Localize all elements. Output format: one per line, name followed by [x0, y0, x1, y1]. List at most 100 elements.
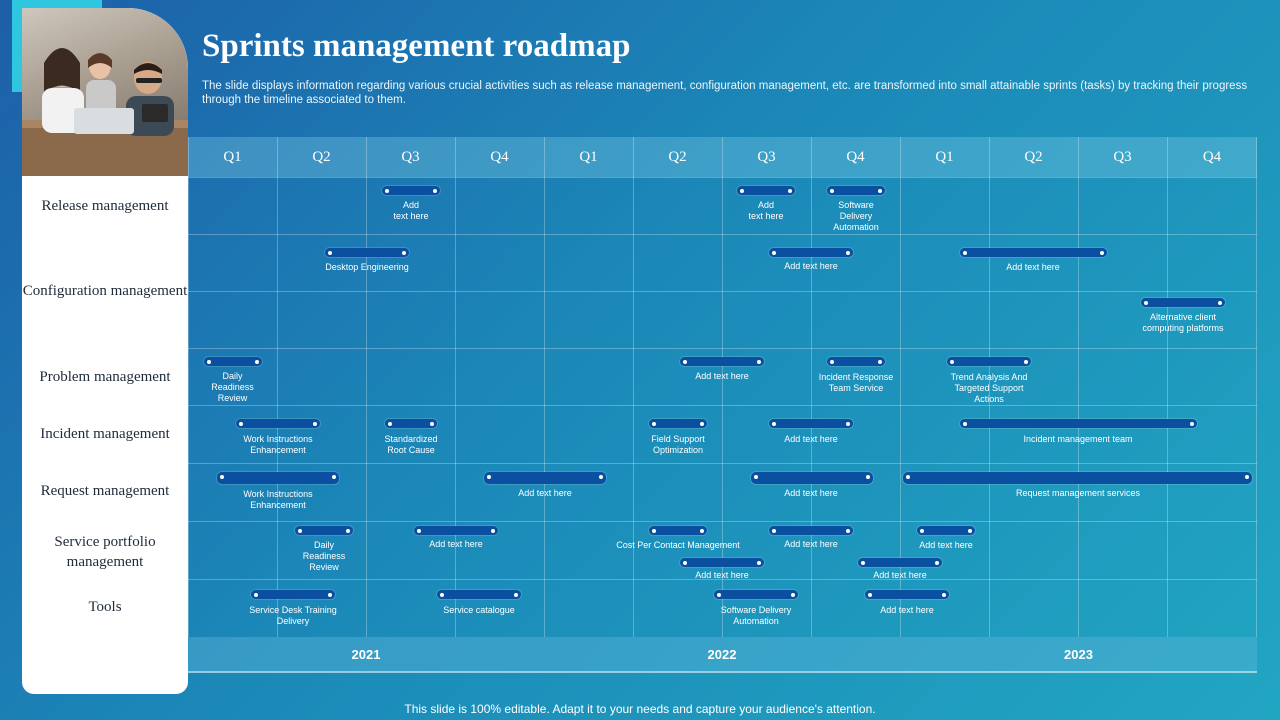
task-label: Add text here [429, 539, 483, 549]
quarter-header: Q1 [900, 137, 989, 177]
row-label-problem: Problem management [39, 368, 171, 385]
task-label: Daily Readiness Review [211, 371, 254, 403]
task-bar [217, 472, 339, 484]
task-label: Service Desk Training Delivery [249, 605, 337, 626]
grid-line [366, 137, 367, 637]
grid-line [188, 521, 1257, 522]
task-label: Add text here [784, 434, 838, 444]
grid-line [188, 137, 189, 637]
task-label: Software Delivery Automation [720, 605, 792, 626]
task-bar [917, 526, 975, 535]
task-bar [769, 419, 853, 428]
task-bar [737, 186, 795, 195]
task-label: Service catalogue [443, 605, 515, 615]
grid-line [188, 234, 1257, 235]
year-divider [188, 671, 1257, 673]
row-label-request: Request management [40, 482, 170, 499]
task-label: Add text here [518, 488, 572, 498]
grid-line [188, 291, 1257, 292]
side-panel: Release management Configuration managem… [22, 8, 188, 694]
grid-line [277, 137, 278, 637]
task-label: Add text here [748, 200, 784, 221]
task-label: Trend Analysis And Targeted Support Acti… [950, 372, 1028, 404]
grid-line [544, 137, 545, 637]
task-bar [204, 357, 262, 366]
task-bar [769, 248, 853, 257]
grid-line [989, 137, 990, 637]
year-label-2023: 2023 [900, 637, 1257, 671]
footer-note: This slide is 100% editable. Adapt it to… [404, 702, 876, 716]
roadmap-grid: Q1 Q2 Q3 Q4 Q1 Q2 Q3 Q4 Q1 Q2 Q3 Q4 2021… [188, 137, 1257, 673]
task-bar [236, 419, 320, 428]
quarter-header: Q2 [277, 137, 366, 177]
row-label-service-portfolio: Service portfolio management [54, 534, 156, 570]
task-label: Add text here [695, 371, 749, 381]
grid-line [722, 137, 723, 637]
grid-line [633, 137, 634, 637]
task-label: Incident management team [1023, 434, 1133, 444]
task-label: Desktop Engineering [325, 262, 409, 272]
quarter-header: Q3 [366, 137, 455, 177]
task-label: Add text here [784, 261, 838, 271]
task-label: Request management services [1015, 488, 1141, 498]
task-bar [903, 472, 1252, 484]
task-bar [649, 526, 707, 535]
task-label: Incident Response Team Service [818, 372, 894, 393]
task-label: Add text here [695, 570, 749, 580]
grid-line [188, 348, 1257, 349]
task-bar [1141, 298, 1225, 307]
row-label-configuration: Configuration management [22, 283, 188, 299]
grid-line [188, 405, 1257, 406]
task-label: Add text here [1006, 262, 1060, 272]
task-label: Add text here [873, 570, 927, 580]
quarter-header: Q4 [1167, 137, 1257, 177]
quarter-header: Q2 [633, 137, 722, 177]
task-label: Field Support Optimization [651, 434, 705, 455]
task-bar [960, 248, 1107, 257]
grid-line [188, 177, 1257, 178]
quarter-header: Q1 [188, 137, 277, 177]
page-title: Sprints management roadmap [202, 28, 631, 64]
task-bar [858, 558, 942, 567]
task-bar [865, 590, 949, 599]
grid-line [1167, 137, 1168, 637]
task-bar [769, 526, 853, 535]
task-label: Daily Readiness Review [302, 540, 346, 572]
task-label: Add text here [393, 200, 429, 221]
task-bar [437, 590, 521, 599]
task-label: Add text here [880, 605, 934, 615]
task-label: Add text here [919, 540, 973, 550]
task-bar [960, 419, 1197, 428]
task-bar [382, 186, 440, 195]
task-bar [680, 558, 764, 567]
quarter-header: Q3 [722, 137, 811, 177]
task-label: Cost Per Contact Management [616, 540, 740, 550]
task-label: Work Instructions Enhancement [243, 434, 313, 455]
task-label: Work Instructions Enhancement [243, 489, 313, 510]
task-bar [827, 357, 885, 366]
quarter-header: Q3 [1078, 137, 1167, 177]
row-label-incident: Incident management [40, 425, 170, 442]
task-label: Standardized Root Cause [384, 434, 438, 455]
grid-line [188, 463, 1257, 464]
task-bar [385, 419, 437, 428]
task-bar [751, 472, 873, 484]
task-bar [947, 357, 1031, 366]
team-photo [22, 8, 188, 176]
task-bar [649, 419, 707, 428]
task-label: Alternative client computing platforms [1142, 312, 1224, 333]
grid-line [188, 579, 1257, 580]
row-label-release: Release management [41, 197, 169, 214]
year-label-2021: 2021 [188, 637, 544, 671]
quarter-header: Q4 [455, 137, 544, 177]
grid-line [811, 137, 812, 637]
task-label: Add text here [784, 488, 838, 498]
task-bar [251, 590, 335, 599]
task-bar [827, 186, 885, 195]
quarter-header: Q2 [989, 137, 1078, 177]
grid-line [900, 137, 901, 637]
grid-line [1256, 137, 1257, 637]
task-bar [714, 590, 798, 599]
task-bar [295, 526, 353, 535]
page-subtitle: The slide displays information regarding… [202, 80, 1248, 106]
